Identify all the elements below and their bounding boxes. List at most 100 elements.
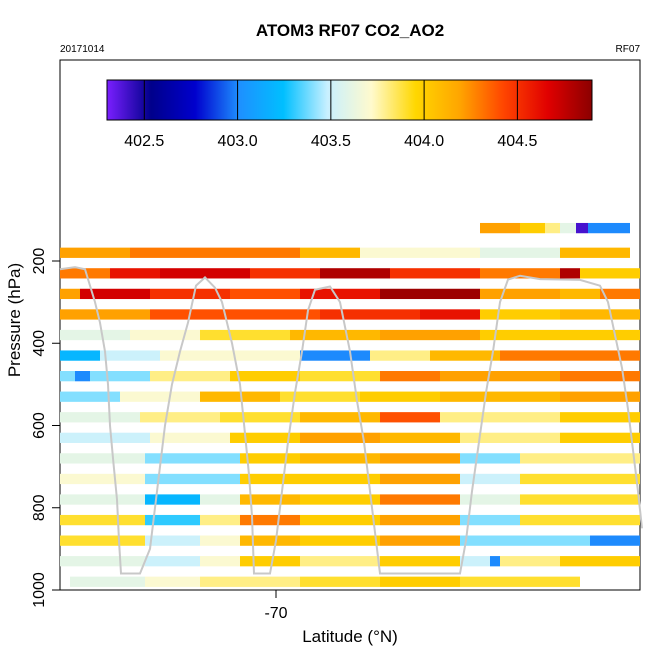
heatmap-cell	[60, 391, 120, 402]
heatmap-cell	[300, 432, 380, 443]
heatmap-cell	[440, 412, 560, 423]
flight-track	[59, 266, 643, 575]
heatmap-cell	[460, 556, 490, 567]
heatmap-cell	[220, 309, 320, 320]
heatmap-cell	[145, 494, 200, 505]
heatmap-cell	[60, 288, 80, 300]
heatmap-cell	[60, 514, 145, 526]
heatmap-cell	[200, 391, 280, 402]
heatmap-cell	[440, 371, 560, 382]
heatmap-cell	[560, 247, 630, 258]
heatmap-cell	[480, 268, 560, 279]
heatmap-cell	[200, 329, 290, 341]
heatmap-cell	[60, 494, 145, 505]
heatmap-cell	[500, 556, 560, 567]
heatmap-cell	[520, 514, 640, 526]
heatmap-cell	[300, 473, 380, 485]
heatmap-cell	[60, 247, 130, 258]
heatmap-cell	[200, 514, 240, 526]
heatmap-cell	[145, 473, 240, 485]
heatmap-cell	[60, 329, 130, 341]
heatmap-cell	[560, 412, 640, 423]
heatmap-cell	[110, 268, 160, 279]
heatmap-cell	[60, 371, 75, 382]
y-tick-label: 400	[31, 330, 48, 357]
y-axis-label: Pressure (hPa)	[5, 263, 24, 377]
heatmap-cell	[380, 556, 460, 567]
heatmap-cell	[230, 371, 300, 382]
heatmap-cell	[460, 576, 580, 587]
x-axis: -70	[264, 590, 288, 622]
heatmap-cell	[560, 309, 640, 320]
heatmap-cell	[490, 556, 500, 567]
heatmap-cell	[60, 309, 150, 320]
heatmap-cell	[230, 432, 300, 443]
heatmap-cell	[560, 556, 640, 567]
y-tick-label: 200	[31, 248, 48, 275]
heatmap-cell	[60, 268, 110, 279]
heatmap-cell	[380, 453, 460, 464]
heatmap-cell	[145, 556, 200, 567]
heatmap-cell	[560, 222, 576, 234]
heatmap-cell	[320, 309, 420, 320]
heatmap-cell	[60, 453, 145, 464]
heatmap-cell	[240, 494, 300, 505]
heatmap-cell	[290, 329, 380, 341]
heatmap-cell	[300, 514, 380, 526]
heatmap-cell	[560, 329, 640, 341]
y-tick-label: 600	[31, 412, 48, 439]
heatmap-cell	[390, 268, 480, 279]
heatmap-cell	[380, 288, 480, 300]
heatmap-cell	[240, 453, 300, 464]
heatmap-cell	[230, 288, 300, 300]
heatmap-cell	[590, 535, 640, 546]
heatmap-cell	[80, 288, 150, 300]
y-axis: 200 400 600 800 1000	[31, 248, 60, 608]
heatmap-cell	[150, 432, 230, 443]
heatmap-cell	[500, 350, 640, 361]
heatmap-cell	[240, 514, 300, 526]
heatmap-cell	[560, 371, 640, 382]
heatmap-cell	[360, 247, 480, 258]
heatmap-cell	[300, 412, 380, 423]
heatmap-cell	[150, 309, 220, 320]
heatmap-cell	[160, 268, 250, 279]
heatmap-cell	[145, 576, 200, 587]
heatmap-cell	[580, 268, 640, 279]
heatmap-cell	[240, 576, 300, 587]
heatmap-cell	[430, 350, 500, 361]
heatmap-cell	[480, 222, 520, 234]
heatmap-cell	[460, 453, 520, 464]
colorbar-tick-label: 402.5	[124, 133, 164, 150]
heatmap-cell	[120, 391, 200, 402]
heatmap-cell	[380, 576, 460, 587]
flight-track-line	[59, 266, 643, 575]
heatmap-cell	[150, 371, 230, 382]
heatmap-cell	[240, 556, 300, 567]
heatmap-cell	[250, 268, 320, 279]
heatmap-cell	[200, 535, 240, 546]
x-axis-label: Latitude (°N)	[302, 627, 398, 646]
heatmap-cell	[145, 535, 200, 546]
heatmap-cell	[60, 412, 140, 423]
heatmap-cell	[380, 535, 460, 546]
heatmap-cell	[200, 556, 240, 567]
heatmap-cell	[70, 576, 145, 587]
heatmap-cell	[520, 222, 545, 234]
heatmap-cell	[560, 288, 600, 300]
heatmap-cell	[300, 371, 380, 382]
heatmap-cell	[560, 268, 580, 279]
heatmap-cells	[60, 222, 640, 587]
heatmap-cell	[300, 535, 380, 546]
heatmap-cell	[480, 309, 560, 320]
heatmap-cell	[280, 391, 360, 402]
heatmap-cell	[480, 329, 560, 341]
heatmap-cell	[520, 473, 640, 485]
heatmap-cell	[420, 309, 480, 320]
heatmap-cell	[130, 247, 300, 258]
heatmap-cell	[60, 432, 150, 443]
heatmap-cell	[560, 432, 640, 443]
heatmap-cell	[200, 576, 240, 587]
heatmap-cell	[300, 350, 370, 361]
